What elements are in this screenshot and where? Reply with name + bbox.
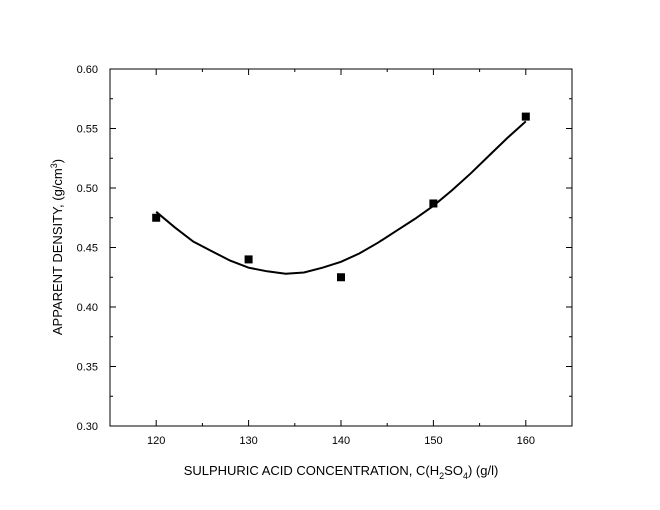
data-point [521, 112, 530, 121]
data-point [152, 213, 161, 222]
data-point [244, 255, 253, 264]
plot-frame [109, 68, 573, 427]
y-tick-label: 0.45 [77, 243, 98, 255]
y-tick-label: 0.35 [77, 362, 98, 374]
y-tick-label: 0.30 [77, 421, 98, 433]
axis-ticks [109, 68, 573, 427]
y-tick-label: 0.40 [77, 302, 98, 314]
x-axis-title: SULPHURIC ACID CONCENTRATION, C(H2SO4) (… [184, 463, 499, 481]
x-tick-label: 160 [517, 435, 535, 447]
y-tick-label: 0.55 [77, 124, 98, 136]
x-tick-label: 120 [147, 435, 165, 447]
x-tick-label: 130 [239, 435, 257, 447]
data-points [152, 112, 530, 282]
data-point [429, 199, 438, 208]
x-tick-label: 150 [424, 435, 442, 447]
tick-labels: 120 130 140 150 160 0.30 0.35 0.40 0.45 0.50 0.55 0… [77, 64, 535, 447]
y-axis-title: APPARENT DENSITY, (g/cm3) [49, 159, 65, 335]
y-tick-label: 0.50 [77, 183, 98, 195]
data-point [337, 273, 345, 282]
x-tick-label: 140 [332, 435, 350, 447]
y-tick-label: 0.60 [77, 64, 98, 76]
fit-curve [155, 120, 527, 275]
